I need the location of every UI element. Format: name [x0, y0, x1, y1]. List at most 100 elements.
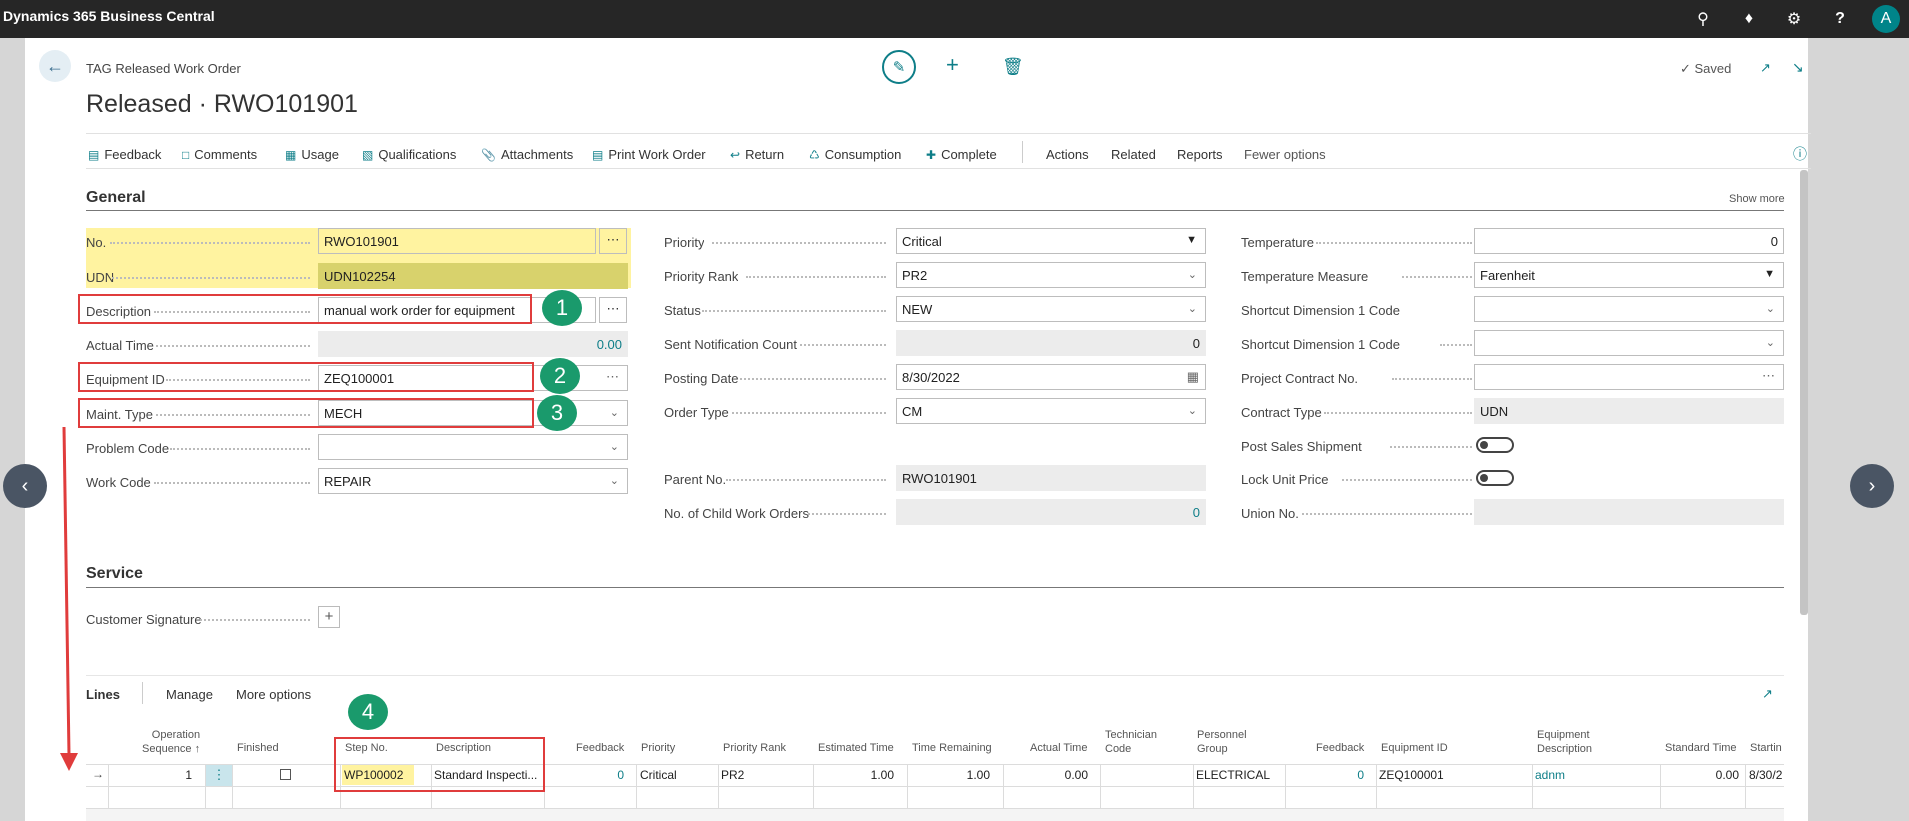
- shortcut-dim2-select[interactable]: ⌄: [1474, 330, 1784, 356]
- col-description[interactable]: Description: [436, 742, 492, 754]
- cell-step-no[interactable]: WP100002: [342, 765, 414, 785]
- cell-priority[interactable]: Critical: [640, 768, 677, 782]
- col-priority-rank[interactable]: Priority Rank: [723, 742, 786, 754]
- col-feedback[interactable]: Feedback: [576, 742, 625, 754]
- col-estimated-time[interactable]: Estimated Time: [818, 742, 894, 754]
- add-icon[interactable]: +: [946, 52, 959, 77]
- manage-tab[interactable]: Manage: [166, 687, 213, 702]
- reports-menu[interactable]: Reports: [1177, 147, 1223, 162]
- cell-priority-rank[interactable]: PR2: [721, 768, 745, 782]
- help-icon[interactable]: ?: [1835, 10, 1845, 27]
- priority-rank-select[interactable]: PR2 ⌄: [896, 262, 1206, 288]
- back-button[interactable]: ←: [39, 50, 71, 82]
- print-work-order-action[interactable]: ▤ Print Work Order: [592, 147, 706, 162]
- problem-code-select[interactable]: ⌄: [318, 434, 628, 460]
- collapse-icon[interactable]: ↘: [1792, 59, 1804, 75]
- col-feedback-2[interactable]: Feedback: [1316, 742, 1365, 754]
- leader-dots: [800, 344, 886, 346]
- col-step-no[interactable]: Step No.: [345, 742, 388, 754]
- col-technician-code[interactable]: Technician Code: [1105, 728, 1157, 756]
- col-equipment-id[interactable]: Equipment ID: [1381, 742, 1448, 754]
- calendar-icon[interactable]: ▦: [1186, 369, 1199, 384]
- usage-action[interactable]: ▦ Usage: [285, 147, 339, 162]
- edit-icon[interactable]: ✎: [882, 50, 916, 84]
- feedback-action[interactable]: ▤ Feedback: [88, 147, 161, 162]
- show-more-link[interactable]: Show more: [1729, 193, 1785, 205]
- complete-action[interactable]: ✚ Complete: [926, 147, 997, 162]
- temperature-measure-select[interactable]: Farenheit ▼: [1474, 262, 1784, 288]
- cell-description[interactable]: Standard Inspecti...: [434, 768, 538, 782]
- post-sales-shipment-toggle[interactable]: [1476, 437, 1514, 453]
- description-more-button[interactable]: ⋯: [599, 297, 627, 323]
- cell-starting[interactable]: 8/30/2: [1749, 768, 1783, 782]
- cell-estimated-time[interactable]: 1.00: [870, 768, 894, 782]
- col-actual-time[interactable]: Actual Time: [1030, 742, 1088, 754]
- leader-dots: [702, 310, 886, 312]
- col-border: [636, 764, 637, 808]
- avatar[interactable]: A: [1872, 5, 1900, 33]
- fewer-options-button[interactable]: Fewer options: [1244, 147, 1326, 162]
- cell-feedback[interactable]: 0: [617, 768, 624, 782]
- add-signature-button[interactable]: +: [318, 606, 340, 628]
- cell-feedback-2[interactable]: 0: [1357, 768, 1364, 782]
- cell-operation-sequence[interactable]: 1: [185, 768, 192, 782]
- lock-unit-price-toggle[interactable]: [1476, 470, 1514, 486]
- col-starting[interactable]: Startin: [1750, 742, 1782, 754]
- usage-label: Usage: [301, 147, 339, 162]
- row-actions-button[interactable]: ⋮: [206, 765, 232, 786]
- lines-tab[interactable]: Lines: [86, 687, 120, 702]
- problem-code-label: Problem Code: [86, 441, 170, 456]
- actions-menu[interactable]: Actions: [1046, 147, 1089, 162]
- maint-type-select[interactable]: MECH ⌄: [318, 400, 628, 426]
- col-personnel-group[interactable]: Personnel Group: [1197, 728, 1247, 756]
- shortcut-dim1-select[interactable]: ⌄: [1474, 296, 1784, 322]
- return-action[interactable]: ↩ Return: [730, 147, 784, 162]
- work-code-select[interactable]: REPAIR ⌄: [318, 468, 628, 494]
- next-record-button[interactable]: ›: [1850, 464, 1894, 508]
- leader-dots: [1392, 378, 1472, 380]
- col-operation-sequence[interactable]: Operation Sequence ↑: [142, 728, 200, 756]
- temperature-field[interactable]: 0: [1474, 228, 1784, 254]
- ellipsis-icon[interactable]: ⋯: [606, 369, 619, 384]
- cell-standard-time[interactable]: 0.00: [1715, 768, 1739, 782]
- col-time-remaining[interactable]: Time Remaining: [912, 742, 992, 754]
- ellipsis-icon[interactable]: ⋯: [1762, 368, 1775, 383]
- status-select[interactable]: NEW ⌄: [896, 296, 1206, 322]
- col-border: [108, 764, 109, 808]
- gear-icon[interactable]: ⚙: [1786, 11, 1802, 28]
- bell-icon[interactable]: ♦: [1744, 10, 1754, 27]
- posting-date-field[interactable]: 8/30/2022 ▦: [896, 364, 1206, 390]
- page-scrollbar[interactable]: [1800, 170, 1808, 615]
- delete-icon[interactable]: 🗑: [1002, 57, 1024, 76]
- no-lookup-button[interactable]: ⋯: [599, 228, 627, 254]
- col-finished[interactable]: Finished: [237, 742, 279, 754]
- expand-icon[interactable]: ↗: [1762, 686, 1773, 701]
- cell-equipment-description[interactable]: adnm: [1535, 768, 1566, 782]
- open-new-window-icon[interactable]: ↗: [1760, 60, 1771, 75]
- qualifications-action[interactable]: ▧ Qualifications: [362, 147, 456, 162]
- more-options-tab[interactable]: More options: [236, 687, 312, 702]
- cell-time-remaining[interactable]: 1.00: [966, 768, 990, 782]
- previous-record-button[interactable]: ‹: [3, 464, 47, 508]
- info-icon[interactable]: ⓘ: [1793, 146, 1807, 162]
- finished-checkbox[interactable]: [280, 769, 291, 780]
- col-equipment-description[interactable]: Equipment Description: [1537, 728, 1592, 756]
- related-menu[interactable]: Related: [1111, 147, 1156, 162]
- lines-toolbar: [86, 675, 1784, 711]
- union-no-label: Union No.: [1241, 506, 1299, 521]
- cell-actual-time[interactable]: 0.00: [1064, 768, 1088, 782]
- annotation-box-maint-type: [78, 398, 534, 428]
- project-contract-no-field[interactable]: ⋯: [1474, 364, 1784, 390]
- order-type-select[interactable]: CM ⌄: [896, 398, 1206, 424]
- cell-personnel-group[interactable]: ELECTRICAL: [1196, 768, 1271, 782]
- table-row[interactable]: [86, 764, 1784, 786]
- no-field[interactable]: RWO101901: [318, 228, 596, 254]
- consumption-action[interactable]: ♺ Consumption: [809, 147, 901, 162]
- priority-select[interactable]: Critical ▼: [896, 228, 1206, 254]
- attachments-action[interactable]: 📎 Attachments: [481, 147, 573, 162]
- cell-equipment-id[interactable]: ZEQ100001: [1379, 768, 1444, 782]
- search-icon[interactable]: ⚲: [1697, 11, 1709, 28]
- comments-action[interactable]: □ Comments: [182, 147, 257, 162]
- col-priority[interactable]: Priority: [641, 742, 676, 754]
- col-standard-time[interactable]: Standard Time: [1665, 742, 1737, 754]
